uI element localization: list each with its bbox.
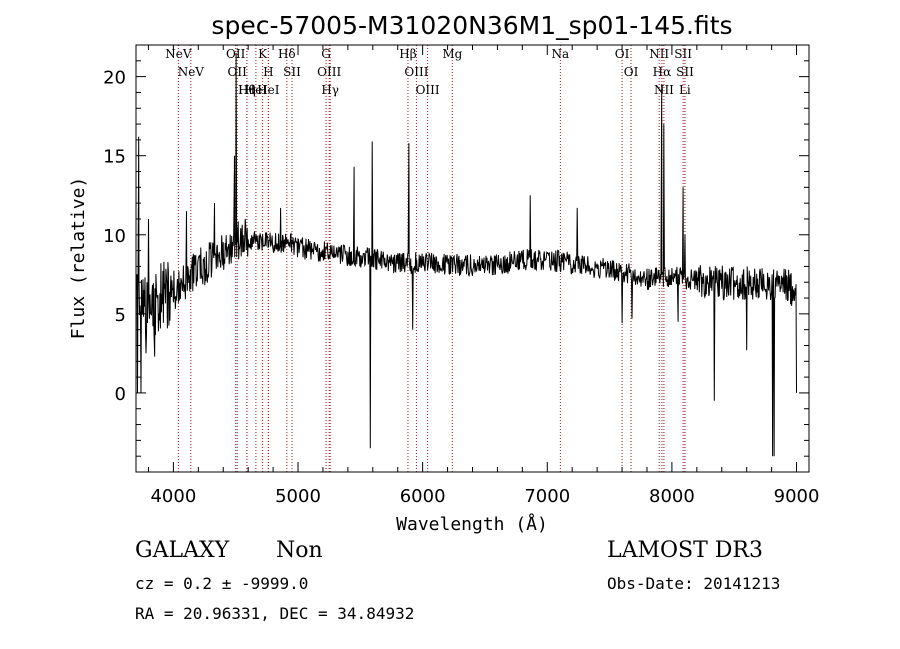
line-label: Li	[679, 83, 691, 97]
line-label: SII	[674, 47, 692, 61]
y-tick-label: 20	[103, 68, 126, 89]
x-tick-label: 9000	[774, 486, 820, 507]
line-label: Na	[552, 47, 570, 61]
y-tick-label: 5	[115, 305, 126, 326]
line-label: Hβ	[399, 47, 416, 61]
line-label: G	[321, 47, 331, 61]
x-tick-label: 8000	[649, 486, 695, 507]
observation-date: Obs-Date: 20141213	[607, 574, 781, 593]
survey-name: LAMOST DR3	[607, 538, 763, 563]
line-label: OI	[624, 65, 639, 79]
line-label: SII	[283, 65, 301, 79]
line-label: Hα	[653, 65, 672, 79]
x-tick-label: 5000	[275, 486, 321, 507]
line-label: Hθ	[238, 83, 256, 97]
line-label: Mg	[442, 47, 462, 61]
line-label: SII	[676, 65, 694, 79]
line-label: H	[263, 65, 273, 79]
y-tick-label: 0	[115, 384, 126, 405]
line-label: OII	[228, 65, 248, 79]
redshift-value: cz = 0.2 ± -9999.0	[135, 574, 309, 593]
spectrum-line	[135, 52, 797, 457]
x-tick-label: 6000	[400, 486, 446, 507]
line-label: NII	[654, 83, 674, 97]
line-label: NeV	[165, 47, 192, 61]
line-label: Hδ	[278, 47, 296, 61]
x-tick-label: 4000	[150, 486, 196, 507]
y-tick-label: 10	[103, 226, 126, 247]
line-label: Hγ	[321, 83, 339, 97]
y-axis: 0 5 10 15 20	[103, 44, 809, 457]
line-label: NeV	[178, 65, 205, 79]
coordinates: RA = 20.96331, DEC = 34.84932	[135, 604, 415, 623]
line-label: K	[258, 47, 268, 61]
x-axis: 4000 5000 6000 7000 8000 9000	[147, 45, 820, 507]
line-label: Hη	[238, 83, 256, 97]
y-tick-label: 15	[103, 147, 126, 168]
line-label: OIII	[317, 65, 341, 79]
emission-line-labels: NeVNeVOIIOIIHηHθHeIKHHeIHδSIIGOIIIHγHβOI…	[165, 47, 694, 97]
chart-title: spec-57005-M31020N36M1_sp01-145.fits	[211, 11, 732, 40]
object-subclass: Non	[276, 538, 323, 563]
x-axis-label: Wavelength (Å)	[396, 513, 548, 535]
line-label: OIII	[416, 83, 440, 97]
line-label: OI	[615, 47, 630, 61]
y-axis-label: Flux (relative)	[68, 177, 89, 340]
line-label: OIII	[404, 65, 428, 79]
line-label: HeI	[245, 83, 268, 97]
line-label: HeI	[257, 83, 280, 97]
x-tick-label: 7000	[524, 486, 570, 507]
object-class: GALAXY	[135, 538, 230, 563]
line-label: NII	[649, 47, 669, 61]
